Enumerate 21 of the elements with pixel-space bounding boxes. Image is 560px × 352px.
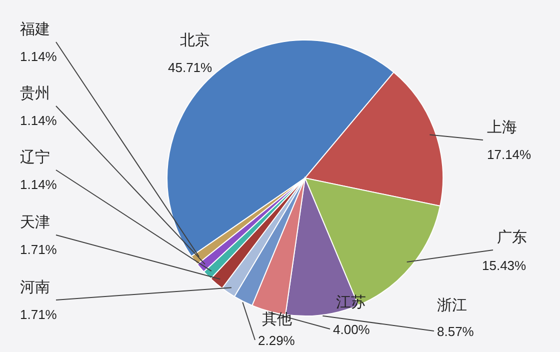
slice-label: 贵州 xyxy=(20,84,50,102)
slice-label: 江苏 xyxy=(336,293,366,311)
data-label: 15.43% xyxy=(482,258,527,273)
data-label: 17.14% xyxy=(487,147,532,162)
slice-label: 上海 xyxy=(487,118,517,136)
slice-label: 福建 xyxy=(20,20,50,38)
data-label: 4.00% xyxy=(333,322,370,337)
slice-label: 天津 xyxy=(20,213,50,231)
data-label: 1.71% xyxy=(20,307,58,322)
slice-label: 北京 xyxy=(180,31,210,49)
slice-label: 河南 xyxy=(20,278,50,296)
data-label: 2.29% xyxy=(258,333,296,348)
data-label: 8.57% xyxy=(437,324,474,339)
data-label: 1.14% xyxy=(20,177,58,192)
slice-label: 辽宁 xyxy=(20,148,50,166)
data-label: 45.71% xyxy=(168,60,213,75)
data-label: 1.14% xyxy=(20,113,58,128)
data-label: 1.14% xyxy=(20,49,58,64)
slice-label: 浙江 xyxy=(437,296,467,314)
data-label: 1.71% xyxy=(20,242,58,257)
slice-label: 广东 xyxy=(497,228,527,246)
